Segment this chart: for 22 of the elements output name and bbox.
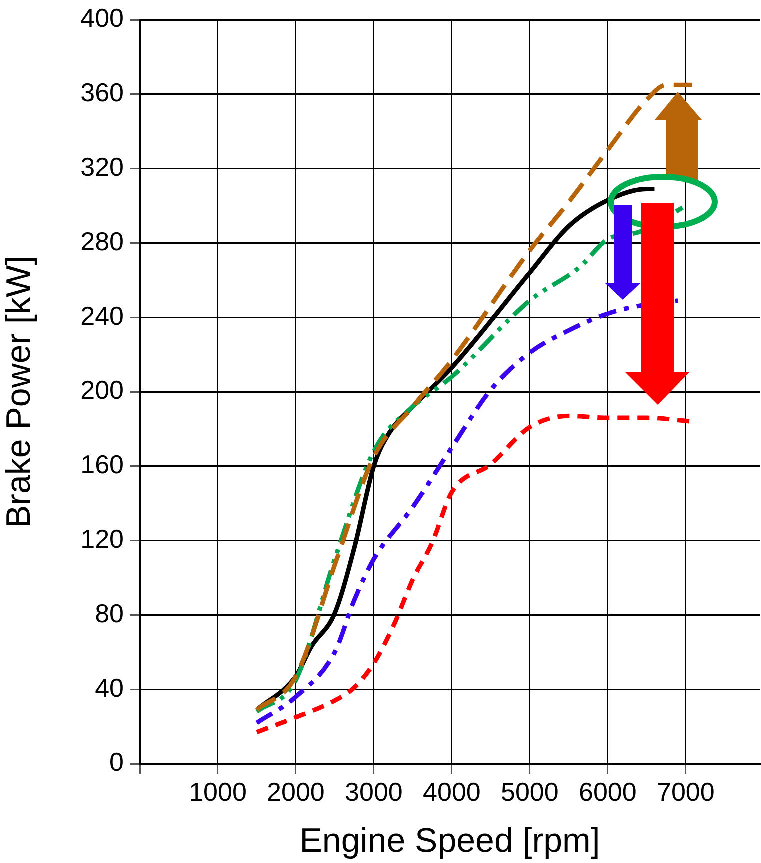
x-tick-label: 2000 [267,776,325,807]
x-tick-label: 7000 [656,776,715,807]
x-tick-label: 5000 [501,776,559,807]
x-tick-label: 3000 [345,776,403,807]
y-tick-label: 200 [80,375,124,406]
x-tick-label: 6000 [579,776,637,807]
y-tick-label: 0 [110,747,124,778]
y-tick-label: 360 [80,78,124,108]
x-tick-label: 4000 [423,776,481,807]
y-tick-label: 40 [95,672,124,703]
y-tick-label: 120 [80,524,124,554]
line-series [254,298,680,726]
y-tick-label: 320 [80,152,124,182]
x-tick-label: 1000 [189,776,247,807]
y-tick-label: 400 [80,3,124,34]
x-axis-title: Engine Speed [rpm] [300,822,600,860]
y-tick-label: 240 [80,300,124,331]
y-axis-title: Brake Power [kW] [0,256,38,528]
y-tick-label: 160 [80,450,124,480]
line-series [254,82,694,712]
y-tick-label: 280 [80,226,124,256]
y-tick-label: 80 [95,598,124,628]
